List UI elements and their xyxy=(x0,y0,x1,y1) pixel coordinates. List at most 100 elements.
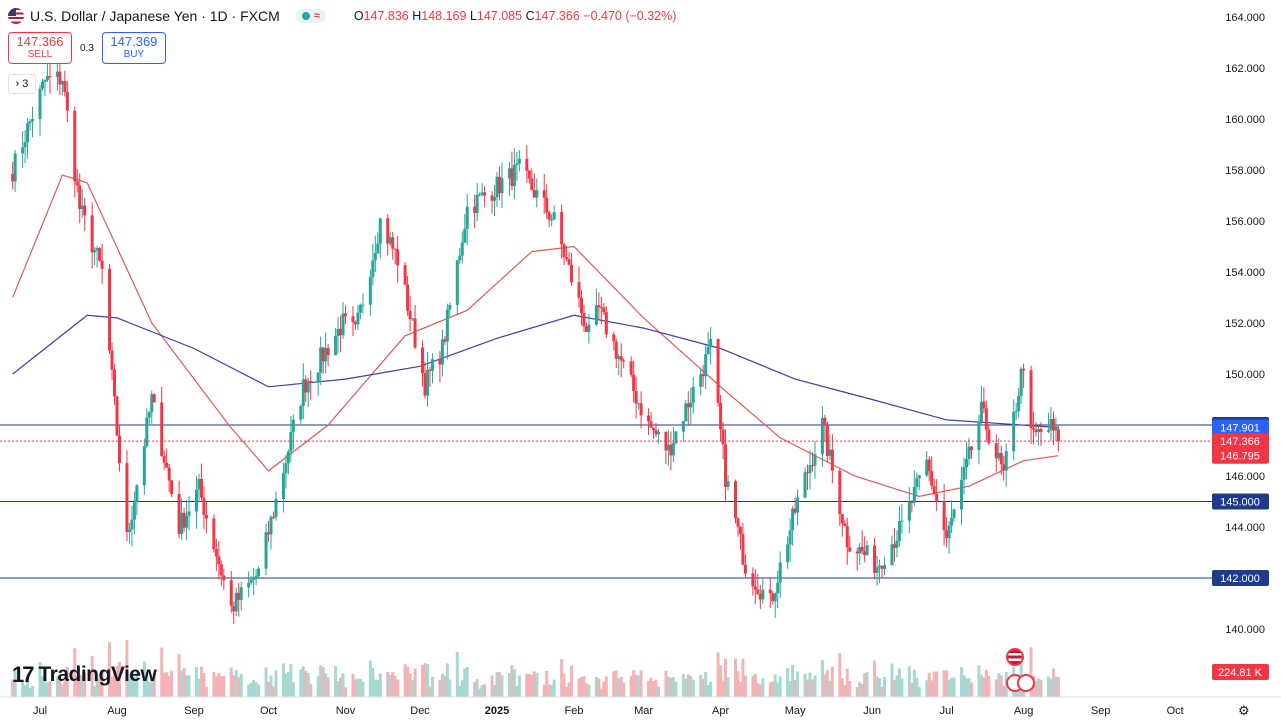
volume-bar xyxy=(403,664,407,697)
volume-bar xyxy=(788,680,792,697)
sell-label: SELL xyxy=(27,49,53,60)
candle-body xyxy=(324,347,328,362)
tradingview-logo[interactable]: 17 TradingView xyxy=(12,662,157,688)
volume-bar xyxy=(617,678,621,697)
settings-gear-icon[interactable]: ⚙ xyxy=(1238,703,1250,718)
candle-body xyxy=(982,401,986,409)
candle-body xyxy=(353,322,357,325)
volume-bar xyxy=(368,660,372,697)
candle-body xyxy=(733,481,737,519)
volume-bar xyxy=(962,675,966,697)
volume-bar xyxy=(202,672,206,697)
candle-body xyxy=(917,475,921,479)
volume-bar xyxy=(560,659,564,697)
volume-bar xyxy=(26,678,30,697)
us-event-flag-icon[interactable] xyxy=(1006,648,1024,666)
indicator-toggle[interactable]: › 3 xyxy=(8,74,36,94)
volume-bar xyxy=(75,675,79,697)
volume-bar xyxy=(1002,685,1006,697)
jp-event-flag-icon-2[interactable] xyxy=(1017,674,1035,692)
volume-bar xyxy=(507,672,511,697)
volume-bar xyxy=(733,658,737,697)
candle-body xyxy=(239,587,243,600)
candle-body xyxy=(202,497,206,515)
candle-body xyxy=(1032,428,1036,430)
volume-bar xyxy=(997,673,1001,697)
volume-bar xyxy=(726,677,730,697)
candle-body xyxy=(753,586,757,590)
candle-body xyxy=(984,408,988,430)
volume-bar xyxy=(23,685,27,697)
candle-body xyxy=(584,326,588,332)
candle-body xyxy=(873,545,877,573)
candle-body xyxy=(63,81,67,93)
candle-body xyxy=(724,444,728,487)
x-tick-label: May xyxy=(785,705,806,717)
market-status-pill[interactable]: ≈ xyxy=(295,9,326,23)
candle-body xyxy=(619,356,623,361)
candle-body xyxy=(719,402,723,430)
volume-bar xyxy=(545,670,549,697)
volume-bar xyxy=(117,661,121,697)
candle-body xyxy=(130,519,134,530)
candle-body xyxy=(1014,411,1018,413)
candle-body xyxy=(413,318,417,348)
volume-bar xyxy=(386,671,390,697)
volume-bar xyxy=(48,681,52,697)
volume-bar xyxy=(813,675,817,697)
buy-label: BUY xyxy=(123,49,145,60)
candle-body xyxy=(930,471,934,486)
volume-bar xyxy=(647,681,651,697)
x-tick-label: Jul xyxy=(940,705,954,717)
sell-button[interactable]: 147.366 SELL xyxy=(8,32,72,64)
volume-bar xyxy=(587,685,591,697)
candle-body xyxy=(408,310,412,319)
candle-body xyxy=(304,379,308,393)
symbol-title[interactable]: U.S. Dollar / Japanese Yen · 1D · FXCM xyxy=(30,8,280,24)
volume-bar xyxy=(709,682,713,697)
candle-body xyxy=(78,185,82,209)
candle-body xyxy=(291,419,295,432)
change-value: −0.470 (−0.32%) xyxy=(583,9,677,23)
volume-bar xyxy=(637,675,641,697)
candle-body xyxy=(249,579,253,583)
candle-body xyxy=(652,427,656,430)
volume-bar xyxy=(654,679,658,697)
candle-body xyxy=(701,374,705,377)
volume-bar xyxy=(880,687,884,697)
volume-bar xyxy=(927,672,931,697)
volume-bar xyxy=(448,679,452,697)
candle-body xyxy=(13,153,17,182)
volume-bar xyxy=(336,681,340,697)
volume-bar xyxy=(167,676,171,697)
candle-body xyxy=(1017,395,1021,412)
candle-body xyxy=(994,443,998,459)
y-tick-label: 152.000 xyxy=(1225,318,1265,330)
volume-bar xyxy=(721,680,725,697)
candle-body xyxy=(222,575,226,581)
volume-bar xyxy=(602,681,606,697)
buy-button[interactable]: 147.369 BUY xyxy=(101,32,166,64)
candle-body xyxy=(75,181,79,186)
price-tag-label: 147.366 xyxy=(1220,436,1260,448)
candle-body xyxy=(160,402,164,456)
volume-bar xyxy=(652,681,656,697)
candle-body xyxy=(11,173,15,182)
candle-body xyxy=(599,307,603,309)
volume-bar xyxy=(361,681,365,697)
volume-bar xyxy=(445,663,449,697)
volume-bar xyxy=(408,673,412,697)
volume-bar xyxy=(423,663,427,697)
candle-body xyxy=(411,318,415,320)
volume-bar xyxy=(249,682,253,697)
tradingview-mark-icon: 17 xyxy=(12,662,35,687)
volume-bar xyxy=(31,685,35,697)
candle-body xyxy=(863,551,867,556)
close-value: 147.366 xyxy=(534,9,580,23)
candle-body xyxy=(776,582,780,594)
volume-bar xyxy=(334,666,338,697)
volume-bar xyxy=(443,676,447,697)
candle-body xyxy=(403,265,407,285)
candle-body xyxy=(371,260,375,278)
